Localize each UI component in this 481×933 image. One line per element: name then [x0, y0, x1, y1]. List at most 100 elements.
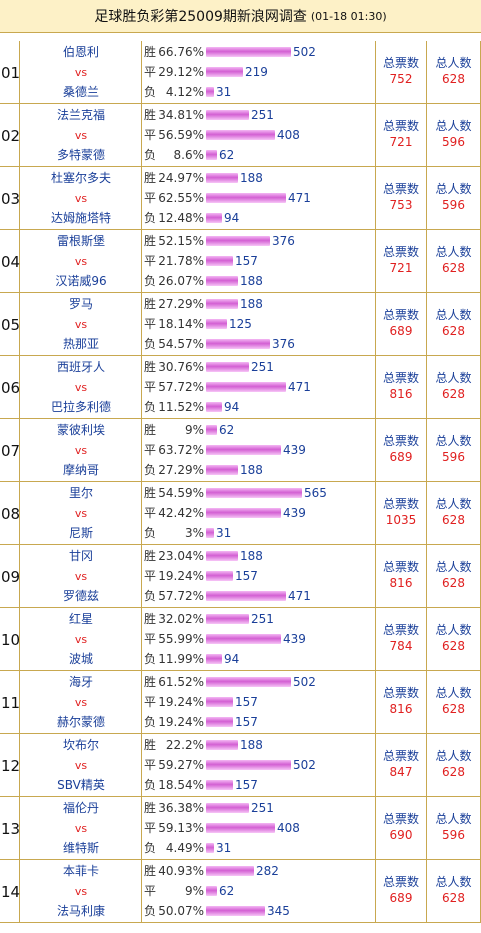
- win-label: 胜: [144, 801, 157, 815]
- total-people-cell: 总人数 628: [427, 671, 481, 734]
- match-number: 03: [0, 167, 20, 230]
- lose-vote-bar: [206, 780, 233, 790]
- away-team-link[interactable]: 摩纳哥: [62, 463, 99, 477]
- lose-vote-bar: [206, 276, 238, 286]
- total-votes-value: 816: [389, 702, 413, 716]
- win-vote-bar: [206, 677, 291, 687]
- win-label: 胜: [144, 171, 157, 185]
- vs-label: vs: [74, 885, 88, 898]
- draw-vote-count: 439: [283, 506, 306, 520]
- match-number: 13: [0, 797, 20, 860]
- win-label: 胜: [144, 45, 157, 59]
- win-percentage: 36.38%: [158, 801, 204, 815]
- lose-label: 负: [144, 274, 157, 288]
- home-team-link[interactable]: 伯恩利: [62, 45, 99, 59]
- total-votes-label: 总票数: [382, 182, 419, 196]
- home-team-link[interactable]: 罗马: [68, 297, 93, 311]
- home-team-link[interactable]: 本菲卡: [62, 864, 99, 878]
- match-row: 08 里尔 vs 尼斯 胜 54.59% 565 平 42.42% 439 负 3% 31 总票数 1035…: [0, 482, 481, 545]
- away-team-link[interactable]: 法马利康: [56, 904, 105, 918]
- win-percentage: 54.59%: [158, 486, 204, 500]
- away-team-link[interactable]: 桑德兰: [62, 85, 99, 99]
- teams-cell: 甘冈 vs 罗德兹: [20, 545, 142, 608]
- home-team-link[interactable]: 杜塞尔多夫: [50, 171, 111, 185]
- home-team-link[interactable]: 坎布尔: [62, 738, 99, 752]
- draw-vote-count: 439: [283, 443, 306, 457]
- home-team-link[interactable]: 西班牙人: [56, 360, 105, 374]
- lose-vote-count: 157: [235, 715, 258, 729]
- draw-vote-bar: [206, 130, 275, 140]
- win-percentage: 23.04%: [158, 549, 204, 563]
- draw-vote-count: 502: [293, 758, 316, 772]
- vs-label: vs: [74, 822, 88, 835]
- away-team-link[interactable]: 达姆施塔特: [50, 211, 111, 225]
- total-votes-label: 总票数: [382, 434, 419, 448]
- win-vote-bar: [206, 173, 238, 183]
- total-votes-cell: 总票数 847: [376, 734, 427, 797]
- away-team-link[interactable]: 尼斯: [68, 526, 93, 540]
- away-team-link[interactable]: 波城: [68, 652, 93, 666]
- lose-vote-bar: [206, 213, 222, 223]
- draw-vote-bar: [206, 193, 286, 203]
- vote-bars-cell: 胜 34.81% 251 平 56.59% 408 负 8.6% 62: [142, 104, 376, 167]
- total-people-cell: 总人数 628: [427, 860, 481, 923]
- teams-cell: 西班牙人 vs 巴拉多利德: [20, 356, 142, 419]
- lose-label: 负: [144, 337, 157, 351]
- teams-cell: 里尔 vs 尼斯: [20, 482, 142, 545]
- vs-label: vs: [74, 129, 88, 142]
- home-team-link[interactable]: 红星: [68, 612, 93, 626]
- total-votes-value: 816: [389, 387, 413, 401]
- draw-vote-count: 125: [229, 317, 252, 331]
- match-row: 11 海牙 vs 赫尔蒙德 胜 61.52% 502 平 19.24% 157 负 19.24% 157…: [0, 671, 481, 734]
- draw-label: 平: [144, 569, 157, 583]
- win-label: 胜: [144, 297, 157, 311]
- draw-percentage: 29.12%: [158, 65, 204, 79]
- away-team-link[interactable]: 汉诺威96: [55, 274, 107, 288]
- lose-vote-bar: [206, 843, 214, 853]
- total-votes-label: 总票数: [382, 371, 419, 385]
- draw-vote-bar: [206, 634, 281, 644]
- away-team-link[interactable]: 赫尔蒙德: [56, 715, 105, 729]
- away-team-link[interactable]: SBV精英: [57, 778, 105, 792]
- total-people-cell: 总人数 628: [427, 41, 481, 104]
- total-votes-cell: 总票数 1035: [376, 482, 427, 545]
- total-people-value: 628: [442, 513, 465, 527]
- total-votes-value: 721: [389, 261, 413, 275]
- win-vote-count: 251: [251, 612, 274, 626]
- away-team-link[interactable]: 热那亚: [62, 337, 99, 351]
- home-team-link[interactable]: 里尔: [68, 486, 93, 500]
- match-number: 06: [0, 356, 20, 419]
- away-team-link[interactable]: 罗德兹: [62, 589, 99, 603]
- vote-bars-cell: 胜 54.59% 565 平 42.42% 439 负 3% 31: [142, 482, 376, 545]
- win-percentage: 24.97%: [158, 171, 204, 185]
- vote-bars-cell: 胜 61.52% 502 平 19.24% 157 负 19.24% 157: [142, 671, 376, 734]
- page-title: 足球胜负彩第25009期新浪网调查: [94, 9, 307, 25]
- home-team-link[interactable]: 福伦丹: [62, 801, 99, 815]
- lose-percentage: 4.12%: [165, 85, 204, 99]
- draw-percentage: 57.72%: [158, 380, 204, 394]
- lose-vote-bar: [206, 717, 233, 727]
- home-team-link[interactable]: 雷根斯堡: [56, 234, 105, 248]
- home-team-link[interactable]: 蒙彼利埃: [56, 423, 105, 437]
- lose-label: 负: [144, 85, 157, 99]
- lose-vote-count: 471: [288, 589, 311, 603]
- draw-percentage: 59.27%: [158, 758, 204, 772]
- lose-vote-bar: [206, 528, 214, 538]
- survey-header: 足球胜负彩第25009期新浪网调查 (01-18 01:30): [0, 0, 481, 33]
- vs-label: vs: [74, 633, 88, 646]
- total-people-label: 总人数: [435, 371, 472, 385]
- draw-vote-bar: [206, 697, 233, 707]
- match-number: 12: [0, 734, 20, 797]
- win-percentage: 27.29%: [158, 297, 204, 311]
- away-team-link[interactable]: 多特蒙德: [56, 148, 105, 162]
- lose-vote-count: 31: [216, 526, 232, 540]
- win-label: 胜: [144, 360, 157, 374]
- total-votes-cell: 总票数 784: [376, 608, 427, 671]
- away-team-link[interactable]: 维特斯: [62, 841, 99, 855]
- home-team-link[interactable]: 法兰克福: [56, 108, 105, 122]
- home-team-link[interactable]: 海牙: [68, 675, 93, 689]
- draw-vote-count: 408: [277, 128, 300, 142]
- away-team-link[interactable]: 巴拉多利德: [50, 400, 111, 414]
- win-vote-count: 188: [240, 738, 263, 752]
- home-team-link[interactable]: 甘冈: [68, 549, 93, 563]
